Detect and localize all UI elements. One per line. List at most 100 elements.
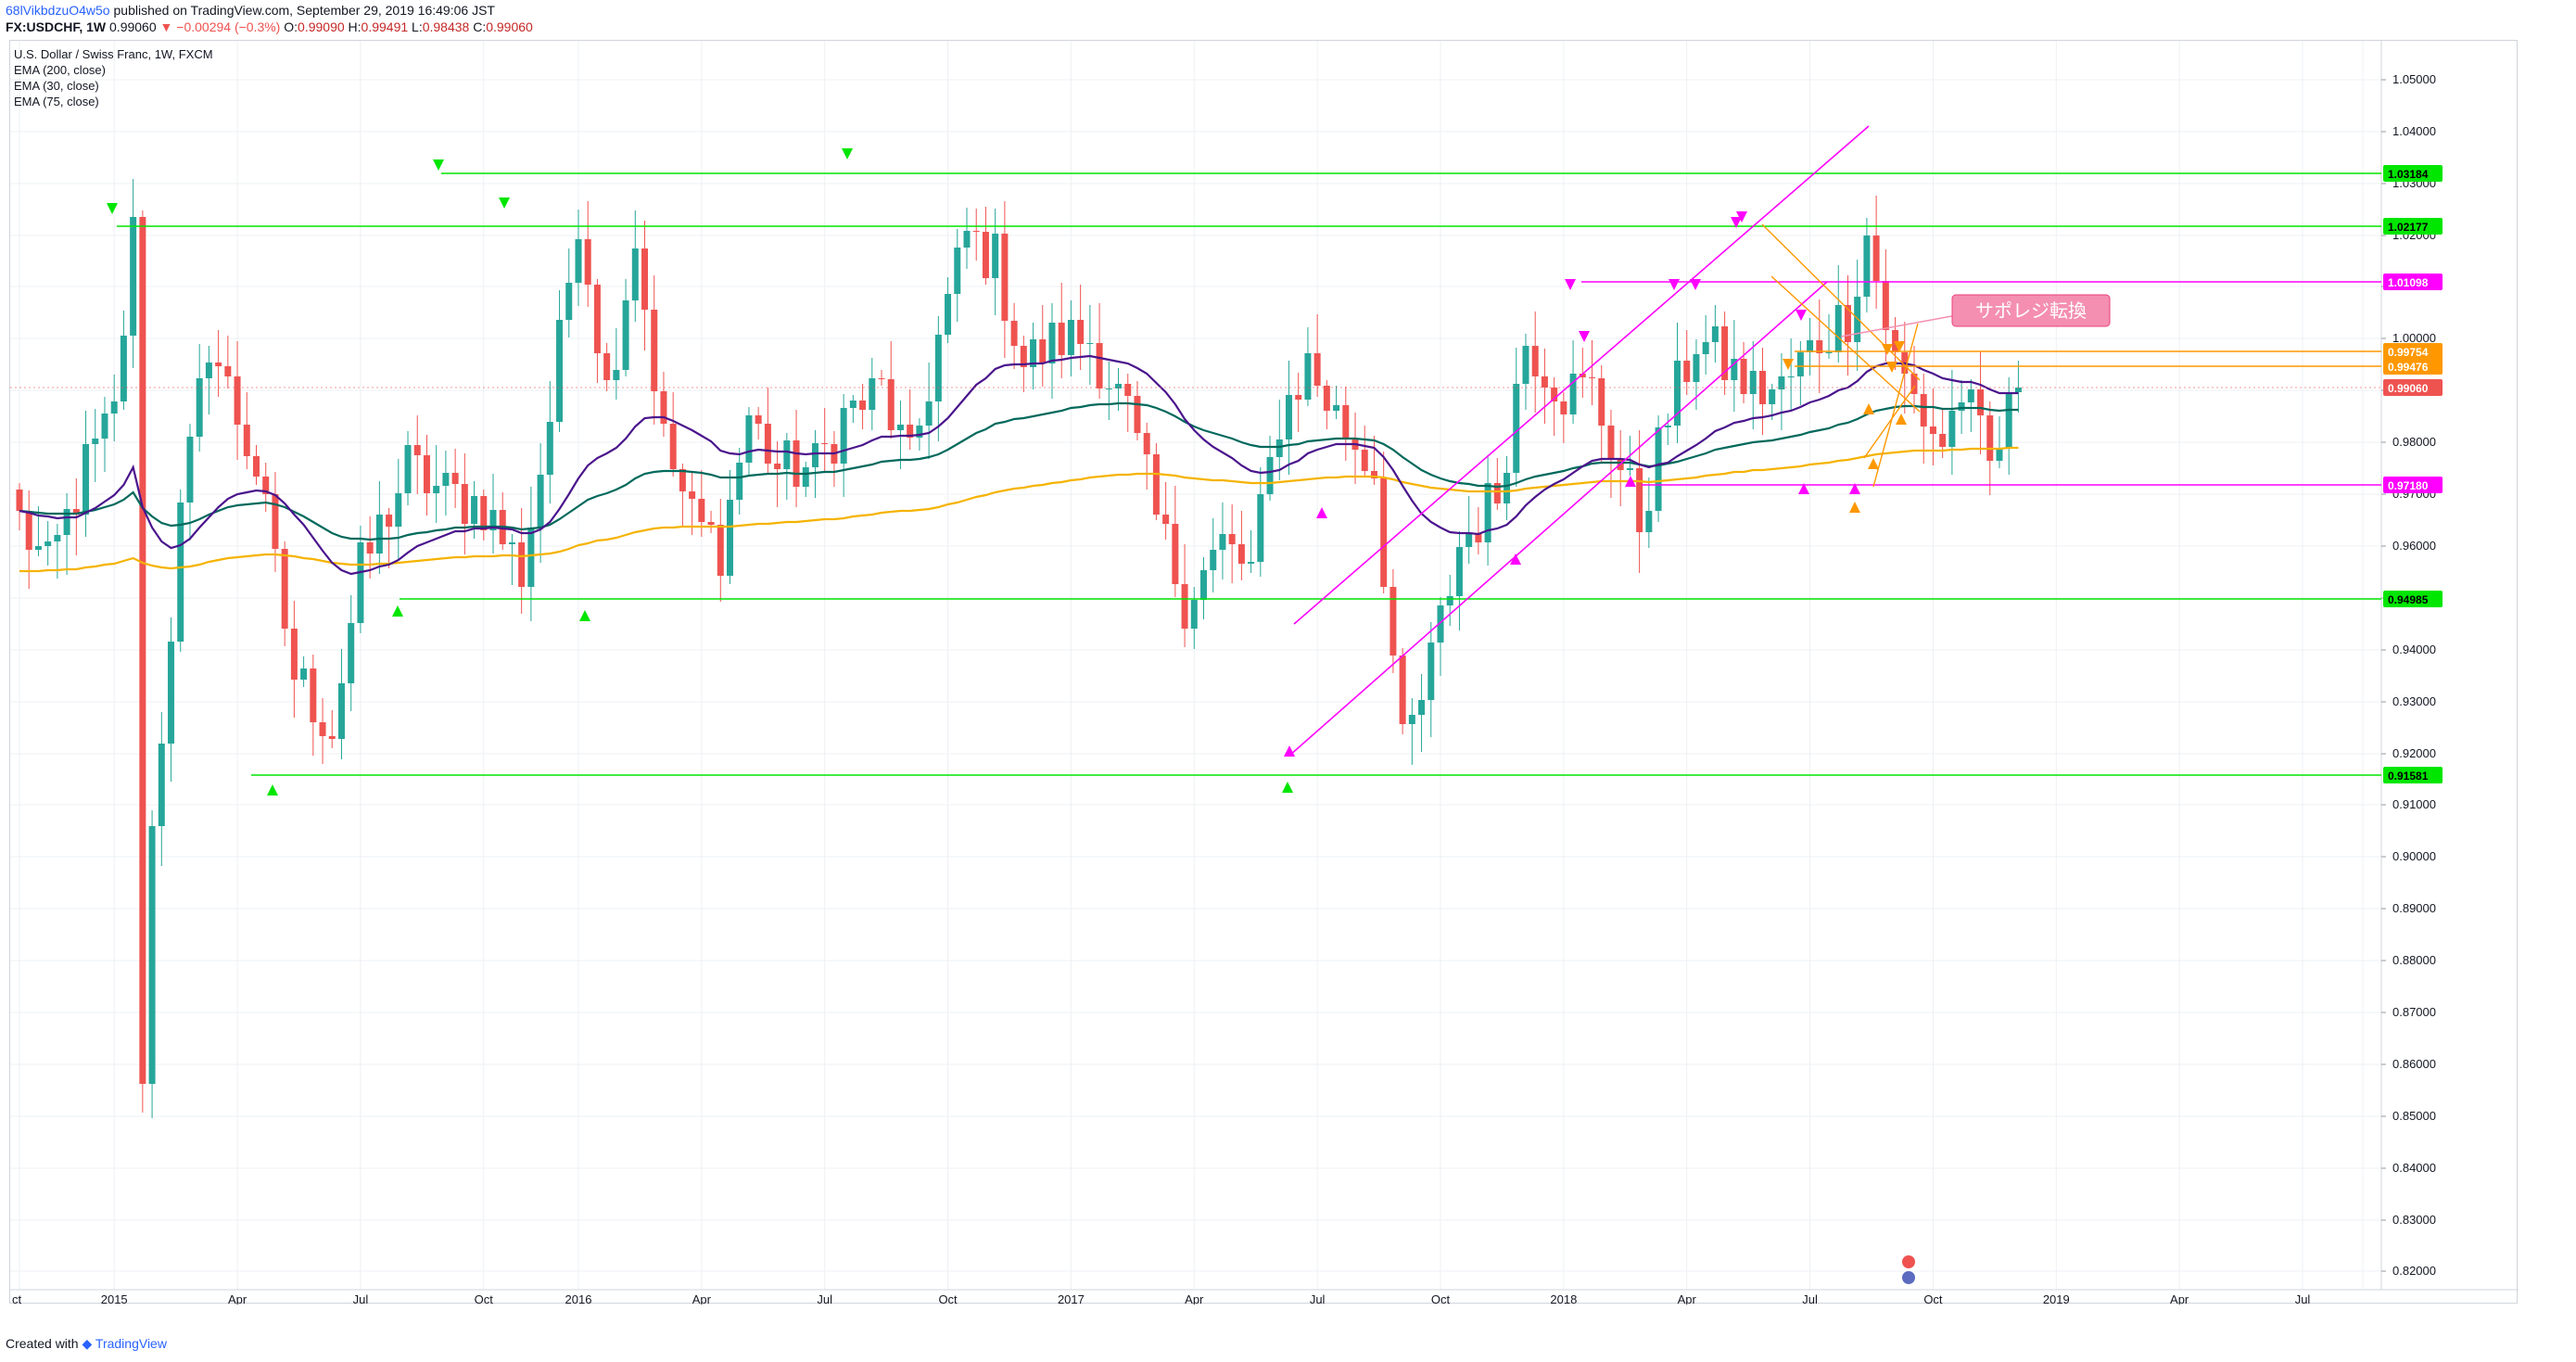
wedge-top xyxy=(1761,223,1921,381)
candle-body xyxy=(1569,374,1577,414)
candle-body xyxy=(1787,376,1795,377)
candle-body xyxy=(1237,544,1245,564)
legend-ema-30[interactable]: EMA (30, close) xyxy=(14,79,99,93)
chart-pane[interactable]: 0.82000 0.83000 0.84000 0.85000 0.86000 0.870… xyxy=(9,40,2519,1305)
candle-body xyxy=(575,239,582,283)
candle-body xyxy=(727,500,733,576)
magenta-up-icon xyxy=(1798,483,1809,494)
y-tick-label: 0.86000 xyxy=(2392,1057,2436,1071)
ema-75-line xyxy=(19,401,2019,541)
ohlc-value-0: 0.99090 xyxy=(298,19,345,34)
candle-body xyxy=(1077,320,1085,344)
candle-body xyxy=(196,378,203,437)
ohlc-label-3: C: xyxy=(469,19,487,34)
candle-body xyxy=(357,542,364,623)
candle-body xyxy=(1361,450,1368,471)
candle-body xyxy=(1115,384,1123,388)
legend-ema-75[interactable]: EMA (75, close) xyxy=(14,95,99,108)
candle-body xyxy=(1655,427,1662,511)
ohlc-value-2: 0.98438 xyxy=(422,19,470,34)
candle-body xyxy=(565,283,573,320)
y-tick-label: 0.84000 xyxy=(2392,1161,2436,1175)
published-text: published on TradingView.com, September … xyxy=(113,3,495,18)
candle-body xyxy=(1996,449,2003,461)
price-badge xyxy=(2383,165,2443,182)
magenta-up-icon xyxy=(1849,483,1860,494)
magenta-up-icon xyxy=(1510,554,1521,565)
price-badge-label: 0.99060 xyxy=(2388,382,2429,395)
x-tick-label: 2016 xyxy=(565,1292,592,1305)
ohlc-values: O:0.99090 H:0.99491 L:0.98438 C:0.99060 xyxy=(284,19,533,34)
candle-body xyxy=(1749,371,1757,394)
candle-body xyxy=(982,232,989,278)
x-tick-label: Oct xyxy=(1431,1292,1451,1305)
candle-body xyxy=(1418,700,1426,715)
channel-lower xyxy=(1288,281,1828,757)
ohlc-label-2: L: xyxy=(408,19,423,34)
magenta-down-icon xyxy=(1736,211,1747,223)
price-badge-label: 1.01098 xyxy=(2388,276,2429,289)
candle-body xyxy=(1844,305,1851,342)
x-tick-label: 2017 xyxy=(1058,1292,1085,1305)
candle-body xyxy=(1333,405,1340,411)
candle-body xyxy=(348,623,355,683)
wedge-mid xyxy=(1770,275,1921,413)
candle-body xyxy=(660,391,667,424)
x-tick-label: ct xyxy=(12,1292,22,1305)
candle-body xyxy=(631,248,639,300)
magenta-down-icon xyxy=(1731,217,1742,228)
price-badge xyxy=(2383,218,2443,235)
candle-body xyxy=(1466,534,1473,547)
candle-body xyxy=(1807,340,1814,352)
legend-ema-200[interactable]: EMA (200, close) xyxy=(14,63,106,77)
author-link[interactable]: 68lVikbdzuO4w5o xyxy=(6,3,110,18)
candle-body xyxy=(1380,478,1388,587)
candle-body xyxy=(907,425,914,438)
candle-body xyxy=(537,475,544,528)
ema-30-line xyxy=(19,354,2019,576)
x-tick-label: Oct xyxy=(1923,1292,1943,1305)
candle-body xyxy=(120,336,127,401)
publish-line: 68lVikbdzuO4w5o published on TradingView… xyxy=(6,3,495,18)
magenta-down-icon xyxy=(1690,279,1701,290)
candle-body xyxy=(1048,323,1056,363)
candle-body xyxy=(945,294,952,335)
candle-body xyxy=(395,493,402,527)
candle-body xyxy=(404,445,412,493)
x-tick-label: Jul xyxy=(2295,1292,2311,1305)
candle-body xyxy=(1872,235,1880,281)
candle-body xyxy=(783,440,791,469)
candle-body xyxy=(1162,515,1170,524)
candle-body xyxy=(1617,460,1624,470)
price-badge xyxy=(2383,358,2443,375)
candle-body xyxy=(1039,339,1047,363)
candle-body xyxy=(224,366,232,376)
candle-body xyxy=(139,217,146,1084)
price-chart[interactable]: 0.82000 0.83000 0.84000 0.85000 0.86000 0.870… xyxy=(10,41,2519,1305)
y-tick-label: 0.91000 xyxy=(2392,797,2436,811)
x-tick-label: Jul xyxy=(817,1292,832,1305)
candle-body xyxy=(1342,405,1350,439)
candle-body xyxy=(651,310,658,391)
candle-body xyxy=(1390,587,1397,656)
tradingview-link[interactable]: TradingView xyxy=(95,1336,167,1351)
candle-body xyxy=(1190,600,1198,629)
x-tick-label: Oct xyxy=(475,1292,494,1305)
candle-body xyxy=(1598,378,1605,426)
candle-body xyxy=(1124,384,1132,396)
price-badge xyxy=(2383,274,2443,290)
x-tick-label: Jul xyxy=(353,1292,369,1305)
candle-body xyxy=(1219,534,1226,550)
y-tick-label: 1.04000 xyxy=(2392,124,2436,138)
candle-body xyxy=(471,496,478,524)
legend-title: U.S. Dollar / Swiss Franc, 1W, FXCM xyxy=(14,47,213,61)
x-tick-label: Apr xyxy=(1678,1292,1697,1305)
candle-body xyxy=(272,494,279,549)
wedge-rising xyxy=(1872,323,1919,488)
candle-body xyxy=(1579,374,1586,377)
created-with-label: Created with xyxy=(6,1336,79,1351)
price-badge xyxy=(2383,591,2443,607)
candle-body xyxy=(1522,346,1529,384)
candle-body xyxy=(793,440,800,487)
candle-body xyxy=(300,668,308,680)
